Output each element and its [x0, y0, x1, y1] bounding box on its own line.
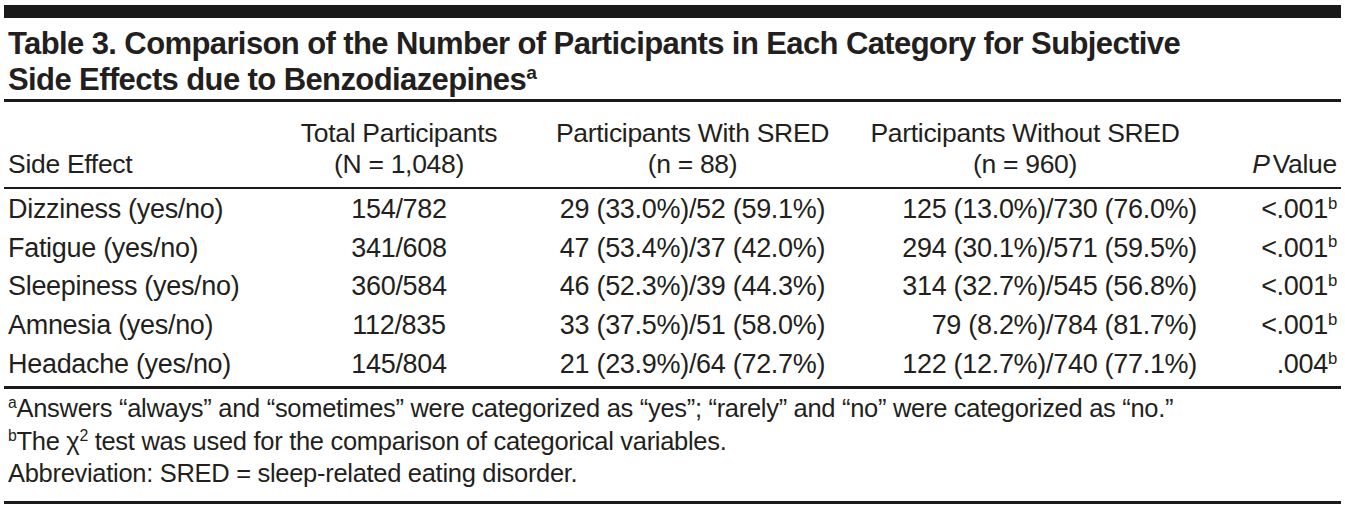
title-divider-rule	[4, 99, 1341, 102]
cell-p-value: <.001b	[1205, 310, 1337, 341]
footnote-a: aAnswers “always” and “sometimes” were c…	[8, 392, 1337, 425]
cell-total: 145/804	[258, 349, 540, 380]
cell-with-sred: 47 (53.4%)/37 (42.0%)	[540, 233, 845, 264]
table-header-row: Side Effect Total Participants (N = 1,04…	[8, 103, 1337, 185]
header-divider-rule	[4, 187, 1341, 189]
footnote-b-marker: b	[8, 427, 17, 444]
cell-with-sred: 21 (23.9%)/64 (72.7%)	[540, 349, 845, 380]
table-row: Amnesia (yes/no) 112/835 33 (37.5%)/51 (…	[8, 306, 1337, 345]
cell-total: 341/608	[258, 233, 540, 264]
header-side-effect: Side Effect	[8, 149, 258, 185]
cell-p-value: <.001b	[1205, 194, 1337, 225]
cell-side-effect: Sleepiness (yes/no)	[8, 271, 258, 302]
title-footnote-marker: a	[526, 62, 536, 83]
header-p-value: PValue	[1205, 149, 1337, 185]
cell-side-effect: Fatigue (yes/no)	[8, 233, 258, 264]
cell-without-sred: 79 (8.2%)/784 (81.7%)	[845, 310, 1205, 341]
abbreviation-note: Abbreviation: SRED = sleep-related eatin…	[8, 457, 1337, 490]
cell-with-sred: 46 (52.3%)/39 (44.3%)	[540, 271, 845, 302]
cell-p-value: <.001b	[1205, 233, 1337, 264]
chi-squared-exponent: 2	[79, 427, 88, 444]
cell-total: 360/584	[258, 271, 540, 302]
top-heavy-rule	[4, 5, 1341, 18]
bottom-rule	[4, 501, 1341, 504]
header-total-participants: Total Participants (N = 1,048)	[258, 118, 540, 185]
cell-p-value: .004b	[1205, 349, 1337, 380]
header-participants-without-sred: Participants Without SRED (n = 960)	[845, 118, 1205, 185]
table-title: Table 3. Comparison of the Number of Par…	[8, 26, 1337, 98]
cell-with-sred: 29 (33.0%)/52 (59.1%)	[540, 194, 845, 225]
footnote-a-marker: a	[8, 394, 17, 411]
table-row: Sleepiness (yes/no) 360/584 46 (52.3%)/3…	[8, 268, 1337, 307]
table-footnotes: aAnswers “always” and “sometimes” were c…	[8, 392, 1337, 490]
cell-without-sred: 314 (32.7%)/545 (56.8%)	[845, 271, 1205, 302]
cell-without-sred: 122 (12.7%)/740 (77.1%)	[845, 349, 1205, 380]
p-footnote-marker: b	[1328, 310, 1337, 329]
cell-total: 112/835	[258, 310, 540, 341]
cell-side-effect: Amnesia (yes/no)	[8, 310, 258, 341]
p-footnote-marker: b	[1328, 194, 1337, 213]
paper-table-page: Table 3. Comparison of the Number of Par…	[0, 0, 1345, 517]
cell-with-sred: 33 (37.5%)/51 (58.0%)	[540, 310, 845, 341]
table-title-line1: Table 3. Comparison of the Number of Par…	[8, 26, 1337, 62]
header-participants-with-sred: Participants With SRED (n = 88)	[540, 118, 845, 185]
p-footnote-marker: b	[1328, 232, 1337, 251]
footnote-b: bThe χ2 test was used for the comparison…	[8, 425, 1337, 458]
cell-total: 154/782	[258, 194, 540, 225]
cell-side-effect: Dizziness (yes/no)	[8, 194, 258, 225]
table-row: Fatigue (yes/no) 341/608 47 (53.4%)/37 (…	[8, 229, 1337, 268]
table-title-line2: Side Effects due to Benzodiazepinesa	[8, 62, 1337, 98]
cell-without-sred: 294 (30.1%)/571 (59.5%)	[845, 233, 1205, 264]
body-footnote-divider-rule	[4, 386, 1341, 389]
table-body: Dizziness (yes/no) 154/782 29 (33.0%)/52…	[8, 190, 1337, 384]
table-row: Headache (yes/no) 145/804 21 (23.9%)/64 …	[8, 345, 1337, 384]
table-row: Dizziness (yes/no) 154/782 29 (33.0%)/52…	[8, 190, 1337, 229]
cell-side-effect: Headache (yes/no)	[8, 349, 258, 380]
p-footnote-marker: b	[1328, 349, 1337, 368]
cell-without-sred: 125 (13.0%)/730 (76.0%)	[845, 194, 1205, 225]
cell-p-value: <.001b	[1205, 271, 1337, 302]
p-footnote-marker: b	[1328, 271, 1337, 290]
